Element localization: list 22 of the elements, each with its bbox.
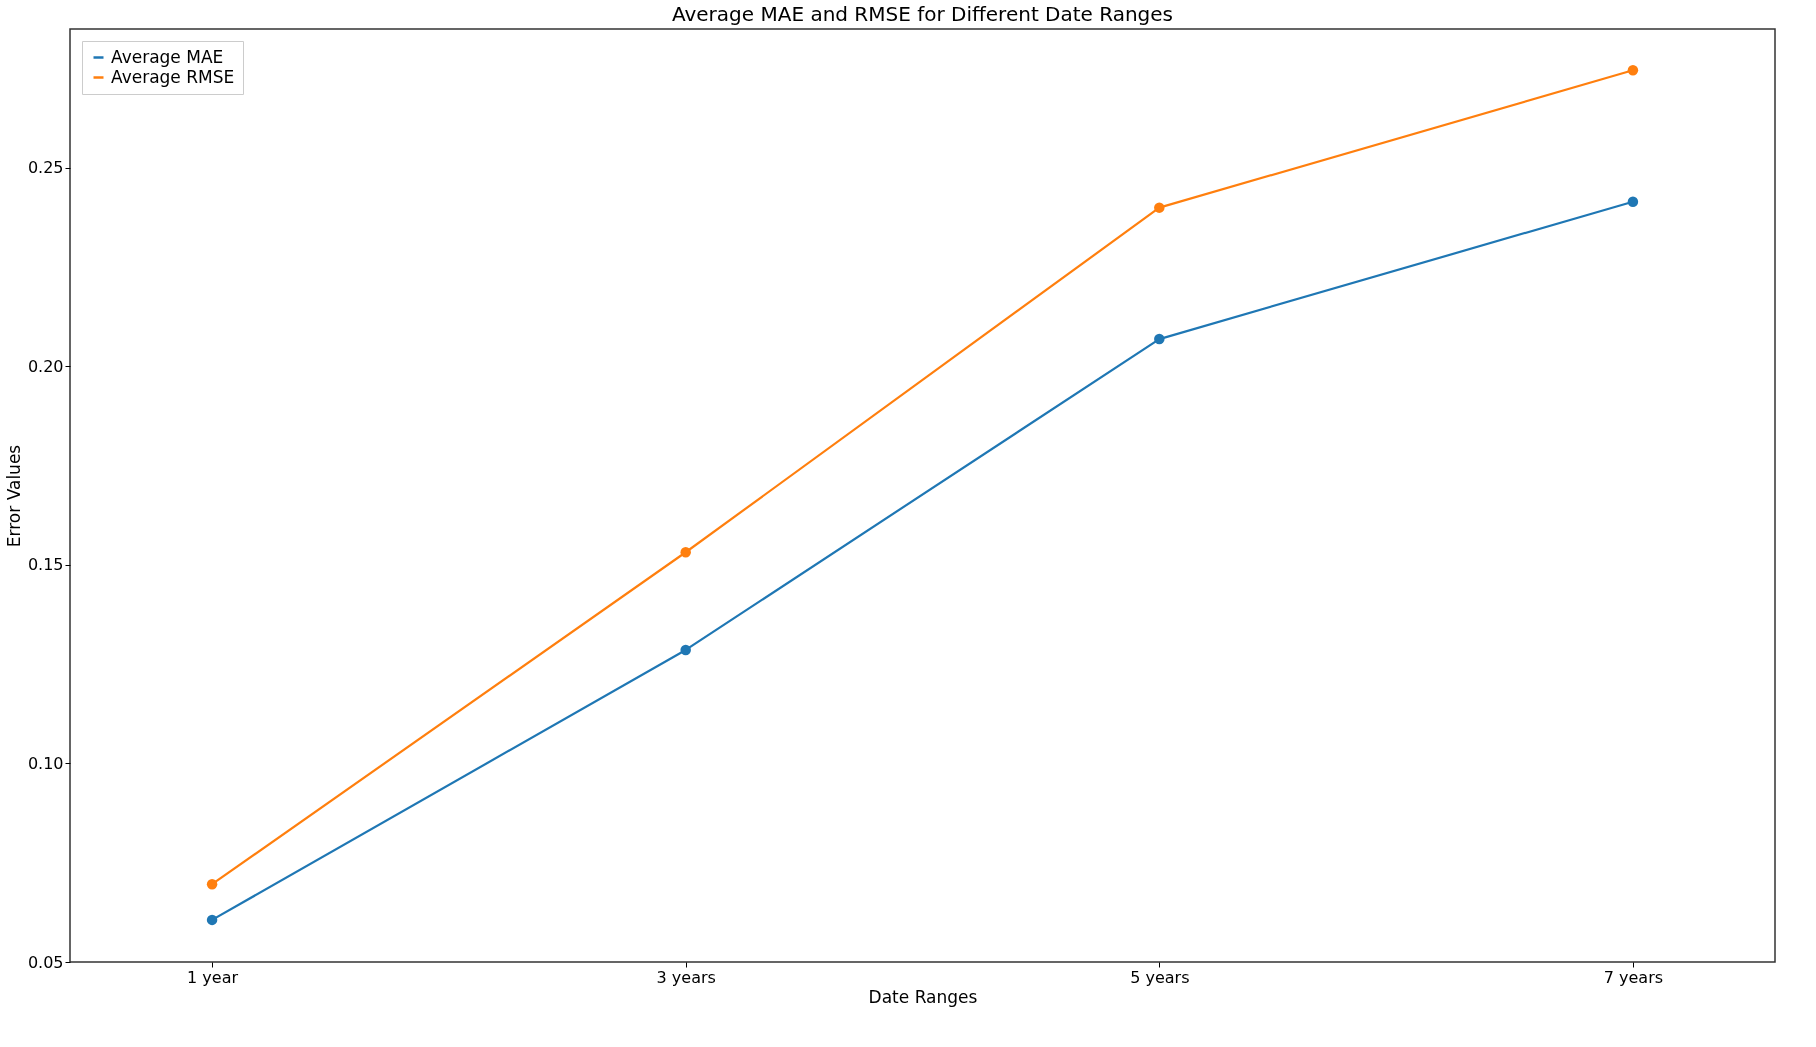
x-tick-label: 5 years — [1130, 967, 1190, 987]
y-axis-title: Error Values — [3, 444, 24, 548]
y-tick-label: 0.05 — [27, 952, 64, 972]
point — [680, 644, 691, 656]
point — [1154, 202, 1165, 213]
point — [1627, 65, 1639, 76]
x-tick-label: 7 years — [1603, 967, 1664, 987]
x-tick-label: 3 years — [656, 967, 716, 987]
legend-label: Average MAE — [111, 46, 224, 67]
point — [206, 878, 218, 890]
legend-label: Average RMSE — [111, 66, 235, 87]
x-axis-title: Date Ranges — [868, 986, 978, 1007]
point — [1627, 196, 1639, 207]
point — [1154, 333, 1165, 345]
x-tick-label: 1 year — [187, 967, 239, 987]
chart-title: Average MAE and RMSE for Different Date Ranges — [671, 2, 1174, 26]
point — [680, 547, 691, 558]
y-tick-label: 0.25 — [27, 158, 64, 178]
y-tick-label: 0.10 — [27, 753, 64, 773]
y-tick-label: 0.20 — [27, 356, 64, 376]
y-tick-label: 0.15 — [27, 555, 64, 575]
point — [206, 914, 218, 926]
